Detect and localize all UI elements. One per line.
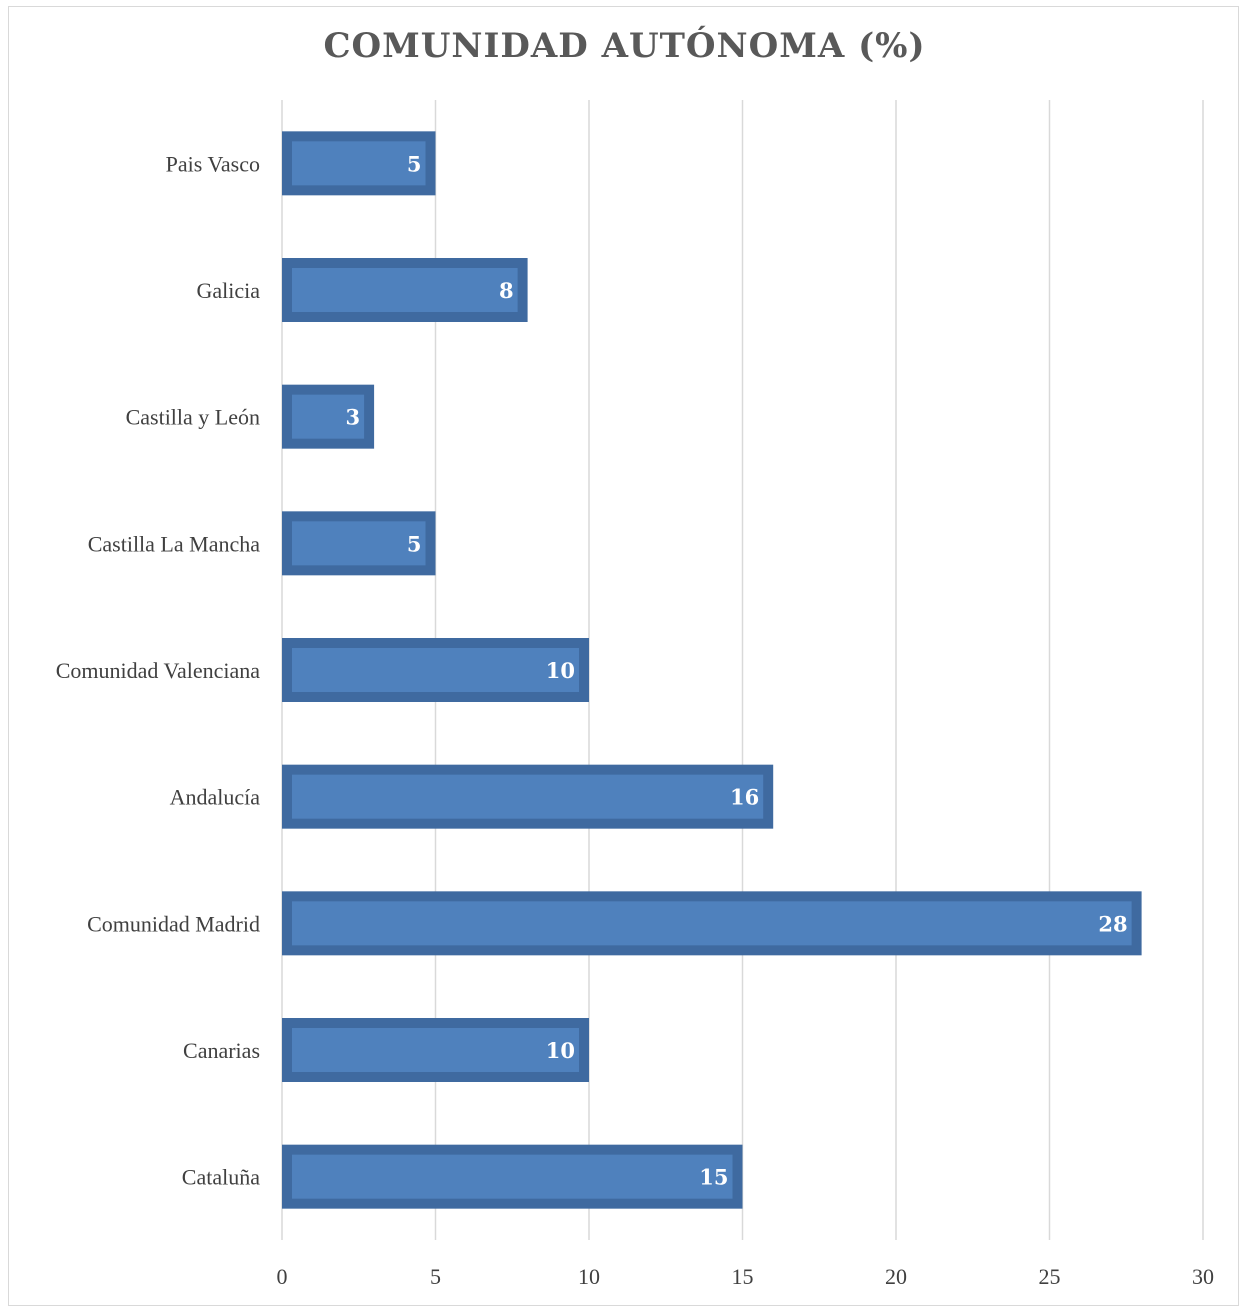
data-label: 10 — [546, 1038, 575, 1063]
category-label: Andalucía — [170, 785, 261, 810]
bar-inner — [292, 648, 579, 692]
bar-inner — [292, 521, 426, 566]
bar-inner — [292, 268, 518, 312]
bar-inner — [292, 1154, 733, 1199]
category-label: Cataluña — [182, 1165, 260, 1190]
category-label: Pais Vasco — [166, 151, 260, 176]
chart-frame — [8, 6, 1239, 1306]
x-tick-label: 20 — [885, 1264, 907, 1289]
category-label: Castilla La Mancha — [88, 531, 261, 556]
bars: 5 8 3 5 10 16 28 10 15 — [282, 131, 1142, 1209]
data-label: 28 — [1098, 911, 1127, 936]
chart-title: COMUNIDAD AUTÓNOMA (%) — [323, 26, 926, 66]
bar-inner — [292, 901, 1132, 946]
category-labels: Pais Vasco Galicia Castilla y León Castilla… — [56, 151, 261, 1189]
data-label: 5 — [407, 531, 422, 556]
x-tick-label: 5 — [430, 1264, 441, 1289]
x-axis-tick-labels: 0 5 10 15 20 25 30 — [277, 1264, 1215, 1289]
x-tick-label: 30 — [1192, 1264, 1214, 1289]
x-tick-label: 10 — [578, 1264, 600, 1289]
category-label: Comunidad Madrid — [87, 911, 260, 936]
data-label: 10 — [546, 658, 575, 683]
data-label: 8 — [499, 278, 514, 303]
category-label: Canarias — [183, 1038, 260, 1063]
category-label: Castilla y León — [126, 405, 260, 430]
category-label: Galicia — [196, 278, 260, 303]
data-label: 15 — [699, 1165, 728, 1190]
bar-inner — [292, 774, 764, 819]
category-label: Comunidad Valenciana — [56, 658, 260, 683]
x-tick-label: 15 — [732, 1264, 754, 1289]
bar-inner — [292, 141, 426, 186]
data-label: 5 — [407, 151, 422, 176]
x-tick-label: 25 — [1039, 1264, 1061, 1289]
data-label: 3 — [345, 405, 360, 430]
x-tick-label: 0 — [277, 1264, 288, 1289]
data-label: 16 — [730, 785, 759, 810]
bar-inner — [292, 394, 365, 439]
bar-inner — [292, 1028, 579, 1072]
